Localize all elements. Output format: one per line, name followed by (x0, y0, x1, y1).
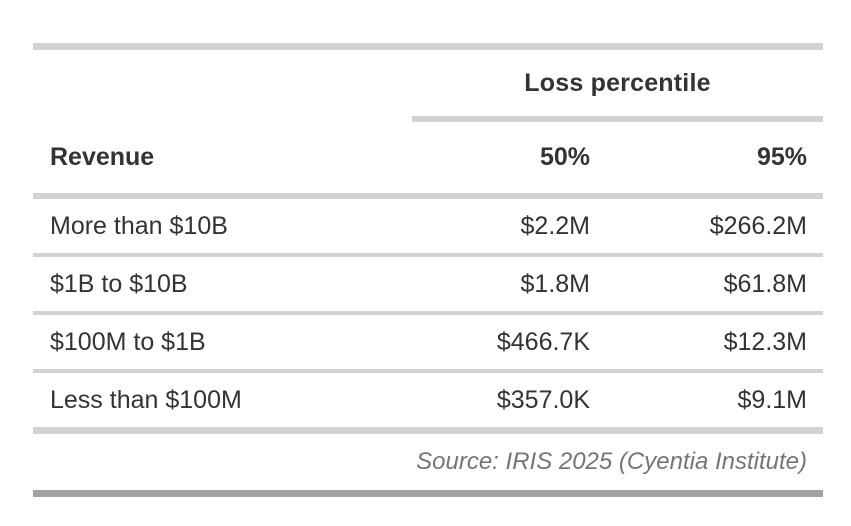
row-label: $100M to $1B (50, 327, 206, 356)
header-bottom-rule (33, 193, 823, 199)
loss-percentile-table: Loss percentile Revenue 50% 95% More tha… (33, 43, 823, 497)
row-value-p50: $466.7K (496, 327, 590, 356)
row-value-p95: $9.1M (737, 385, 807, 414)
column-header-95th-percentile: 95% (756, 143, 807, 171)
source-attribution: Source: IRIS 2025 (Cyentia Institute) (416, 448, 807, 475)
column-header-50th-percentile: 50% (539, 143, 590, 171)
column-header-revenue: Revenue (50, 143, 155, 171)
group-header-span: Loss percentile (412, 50, 823, 122)
table-row-less-than-100m: Less than $100M $357.0K $9.1M (33, 373, 823, 427)
row-separator (33, 369, 823, 373)
row-label: More than $10B (50, 211, 228, 240)
row-value-p50: $2.2M (520, 211, 590, 240)
row-value-p50: $1.8M (520, 269, 590, 298)
top-rule (33, 43, 823, 50)
bottom-rule (33, 490, 823, 497)
group-header-spacer (33, 50, 412, 122)
row-label: $1B to $10B (50, 269, 188, 298)
table-row-1b-to-10b: $1B to $10B $1.8M $61.8M (33, 257, 823, 311)
row-value-p95: $61.8M (723, 269, 807, 298)
table-row-100m-to-1b: $100M to $1B $466.7K $12.3M (33, 315, 823, 369)
row-value-p50: $357.0K (496, 385, 590, 414)
footer-top-rule (33, 427, 823, 434)
group-header-row: Loss percentile (33, 50, 823, 122)
group-header-underline (412, 116, 823, 122)
group-header-label: Loss percentile (524, 68, 711, 97)
row-value-p95: $266.2M (709, 211, 807, 240)
row-value-p95: $12.3M (723, 327, 807, 356)
row-label: Less than $100M (50, 385, 242, 414)
row-separator (33, 311, 823, 315)
column-header-row: Revenue 50% 95% (33, 122, 823, 193)
row-separator (33, 253, 823, 257)
table-row-more-than-10b: More than $10B $2.2M $266.2M (33, 199, 823, 253)
